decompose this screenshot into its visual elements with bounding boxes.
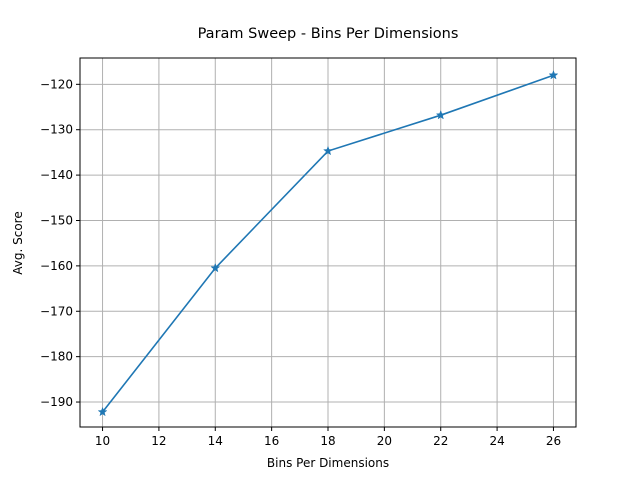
data-point-marker [435,109,446,120]
y-tick-label: −160 [40,259,73,273]
x-tick-label: 24 [489,434,504,448]
y-tick-label: −120 [40,77,73,91]
data-point-marker [97,406,108,417]
x-tick-label: 18 [320,434,335,448]
y-tick-label: −130 [40,123,73,137]
y-tick-label: −140 [40,168,73,182]
x-tick-label: 26 [546,434,561,448]
y-axis-ticks: −120 −130 −140 −150 −160 −170 −180 −190 [40,77,80,409]
x-tick-label: 16 [264,434,279,448]
y-tick-label: −190 [40,395,73,409]
y-axis-label: Avg. Score [11,211,25,274]
x-tick-label: 12 [151,434,166,448]
y-tick-label: −150 [40,213,73,227]
series-layer [97,70,559,417]
x-tick-label: 10 [95,434,110,448]
chart-title: Param Sweep - Bins Per Dimensions [198,26,459,42]
y-tick-label: −170 [40,304,73,318]
x-tick-label: 20 [377,434,392,448]
x-tick-label: 14 [208,434,223,448]
grid-lines [80,58,576,427]
data-point-marker [323,145,333,156]
x-tick-label: 22 [433,434,448,448]
x-axis-ticks: 10 12 14 16 18 20 22 24 26 [95,427,561,448]
data-point-marker [210,262,221,273]
y-tick-label: −180 [40,350,73,364]
x-axis-label: Bins Per Dimensions [267,456,389,470]
data-point-marker [548,70,559,80]
